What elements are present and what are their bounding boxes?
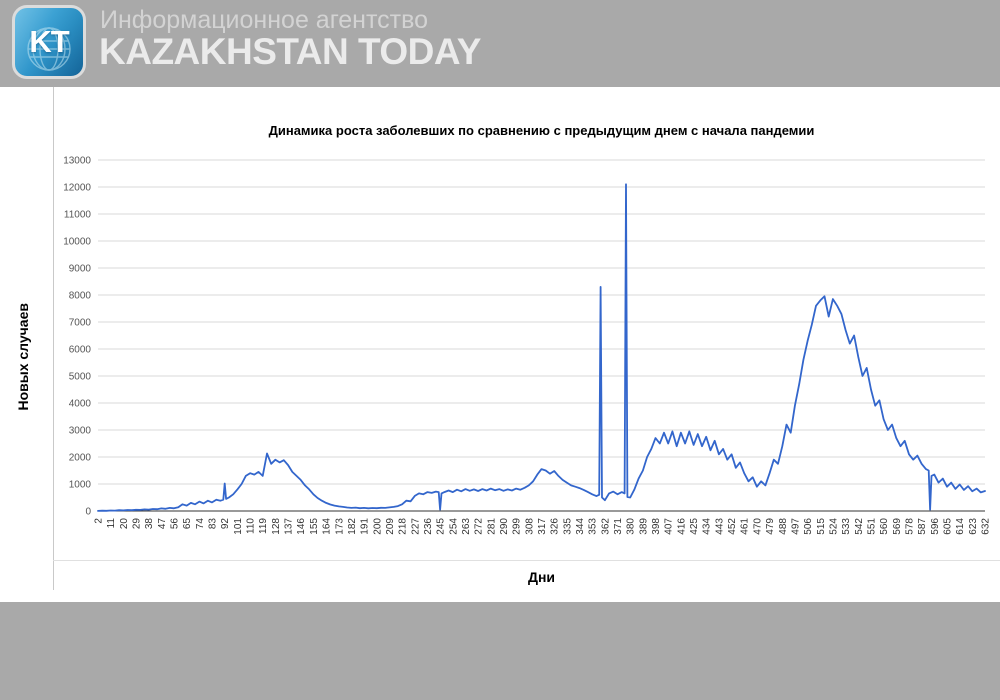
svg-text:497: 497 bbox=[790, 518, 801, 535]
svg-text:407: 407 bbox=[664, 518, 675, 535]
svg-text:2000: 2000 bbox=[69, 453, 92, 464]
svg-text:6000: 6000 bbox=[69, 345, 92, 356]
svg-text:65: 65 bbox=[182, 518, 193, 530]
chart-canvas: 0 1000 2000 3000 4000 5000 6000 7000 8000 9000 100… bbox=[63, 156, 992, 535]
svg-text:596: 596 bbox=[930, 518, 941, 535]
svg-text:5000: 5000 bbox=[69, 372, 92, 383]
brand-title: KAZAKHSTAN TODAY bbox=[99, 31, 481, 72]
svg-text:13000: 13000 bbox=[63, 156, 91, 167]
svg-text:9000: 9000 bbox=[69, 264, 92, 275]
svg-text:200: 200 bbox=[372, 518, 383, 535]
svg-text:0: 0 bbox=[85, 507, 91, 518]
svg-text:155: 155 bbox=[309, 518, 320, 535]
svg-text:434: 434 bbox=[702, 518, 713, 535]
svg-text:38: 38 bbox=[144, 518, 155, 530]
svg-text:263: 263 bbox=[461, 518, 472, 535]
svg-text:56: 56 bbox=[170, 518, 181, 530]
svg-text:569: 569 bbox=[892, 518, 903, 535]
logo-kt-text: KT bbox=[29, 24, 69, 59]
svg-text:560: 560 bbox=[879, 518, 890, 535]
agency-subtitle: Информационное агентство bbox=[100, 6, 429, 34]
panel-left-border bbox=[53, 87, 54, 590]
svg-text:92: 92 bbox=[220, 518, 231, 530]
svg-text:74: 74 bbox=[195, 518, 206, 530]
svg-text:218: 218 bbox=[398, 518, 409, 535]
svg-text:452: 452 bbox=[727, 518, 738, 535]
svg-text:542: 542 bbox=[854, 518, 865, 535]
svg-text:623: 623 bbox=[968, 518, 979, 535]
svg-text:551: 551 bbox=[866, 518, 877, 535]
svg-text:3000: 3000 bbox=[69, 426, 92, 437]
svg-text:290: 290 bbox=[499, 518, 510, 535]
chart-title: Динамика роста заболевших по сравнению с… bbox=[268, 123, 815, 138]
svg-text:461: 461 bbox=[740, 518, 751, 535]
svg-text:119: 119 bbox=[258, 518, 269, 534]
svg-text:344: 344 bbox=[575, 518, 586, 535]
svg-text:209: 209 bbox=[385, 518, 396, 535]
svg-text:173: 173 bbox=[334, 518, 345, 535]
svg-text:2: 2 bbox=[94, 518, 105, 524]
svg-text:515: 515 bbox=[816, 518, 827, 535]
svg-text:182: 182 bbox=[347, 518, 358, 535]
panel-bottom-border bbox=[53, 560, 1000, 561]
svg-text:371: 371 bbox=[613, 518, 624, 535]
svg-text:137: 137 bbox=[284, 518, 295, 535]
svg-text:389: 389 bbox=[638, 518, 649, 535]
svg-text:587: 587 bbox=[917, 518, 928, 535]
svg-text:12000: 12000 bbox=[63, 183, 91, 194]
svg-text:398: 398 bbox=[651, 518, 662, 535]
svg-text:299: 299 bbox=[512, 518, 523, 535]
svg-text:110: 110 bbox=[246, 518, 257, 534]
svg-text:425: 425 bbox=[689, 518, 700, 535]
svg-text:416: 416 bbox=[676, 518, 687, 535]
svg-text:632: 632 bbox=[981, 518, 992, 535]
header: KT Информационное агентство KAZAKHSTAN T… bbox=[0, 0, 1000, 87]
svg-text:326: 326 bbox=[550, 518, 561, 535]
kazakhstan-today-logo: KT bbox=[12, 5, 86, 79]
footer-background bbox=[0, 602, 1000, 700]
svg-text:47: 47 bbox=[157, 518, 168, 530]
svg-text:380: 380 bbox=[626, 518, 637, 535]
svg-text:614: 614 bbox=[955, 518, 966, 535]
svg-text:524: 524 bbox=[828, 518, 839, 535]
svg-text:227: 227 bbox=[410, 518, 421, 535]
svg-text:308: 308 bbox=[524, 518, 535, 535]
svg-text:236: 236 bbox=[423, 518, 434, 535]
svg-text:245: 245 bbox=[436, 518, 447, 535]
svg-text:7000: 7000 bbox=[69, 318, 92, 329]
globe-icon bbox=[27, 27, 71, 71]
svg-text:1000: 1000 bbox=[69, 480, 92, 491]
svg-text:272: 272 bbox=[474, 518, 485, 535]
svg-text:533: 533 bbox=[841, 518, 852, 535]
svg-text:8000: 8000 bbox=[69, 291, 92, 302]
svg-text:254: 254 bbox=[448, 518, 459, 535]
svg-text:4000: 4000 bbox=[69, 399, 92, 410]
svg-text:281: 281 bbox=[486, 518, 497, 535]
x-axis-title: Дни bbox=[527, 569, 556, 585]
svg-text:10000: 10000 bbox=[63, 237, 91, 248]
svg-text:101: 101 bbox=[233, 518, 244, 535]
svg-text:353: 353 bbox=[588, 518, 599, 535]
svg-text:11: 11 bbox=[106, 518, 117, 529]
chart-panel: Динамика роста заболевших по сравнению с… bbox=[0, 87, 1000, 602]
svg-text:146: 146 bbox=[296, 518, 307, 535]
svg-text:362: 362 bbox=[600, 518, 611, 535]
svg-text:29: 29 bbox=[132, 518, 143, 530]
svg-text:317: 317 bbox=[537, 518, 548, 535]
svg-text:479: 479 bbox=[765, 518, 776, 535]
svg-text:191: 191 bbox=[360, 518, 371, 535]
svg-text:578: 578 bbox=[904, 518, 915, 535]
svg-text:443: 443 bbox=[714, 518, 725, 535]
svg-text:506: 506 bbox=[803, 518, 814, 535]
svg-text:20: 20 bbox=[119, 518, 130, 530]
svg-text:488: 488 bbox=[778, 518, 789, 535]
svg-text:11000: 11000 bbox=[64, 210, 92, 221]
svg-text:83: 83 bbox=[208, 518, 219, 530]
svg-text:164: 164 bbox=[322, 518, 333, 535]
svg-text:128: 128 bbox=[271, 518, 282, 535]
svg-text:470: 470 bbox=[752, 518, 763, 535]
svg-text:605: 605 bbox=[942, 518, 953, 535]
svg-text:335: 335 bbox=[562, 518, 573, 535]
